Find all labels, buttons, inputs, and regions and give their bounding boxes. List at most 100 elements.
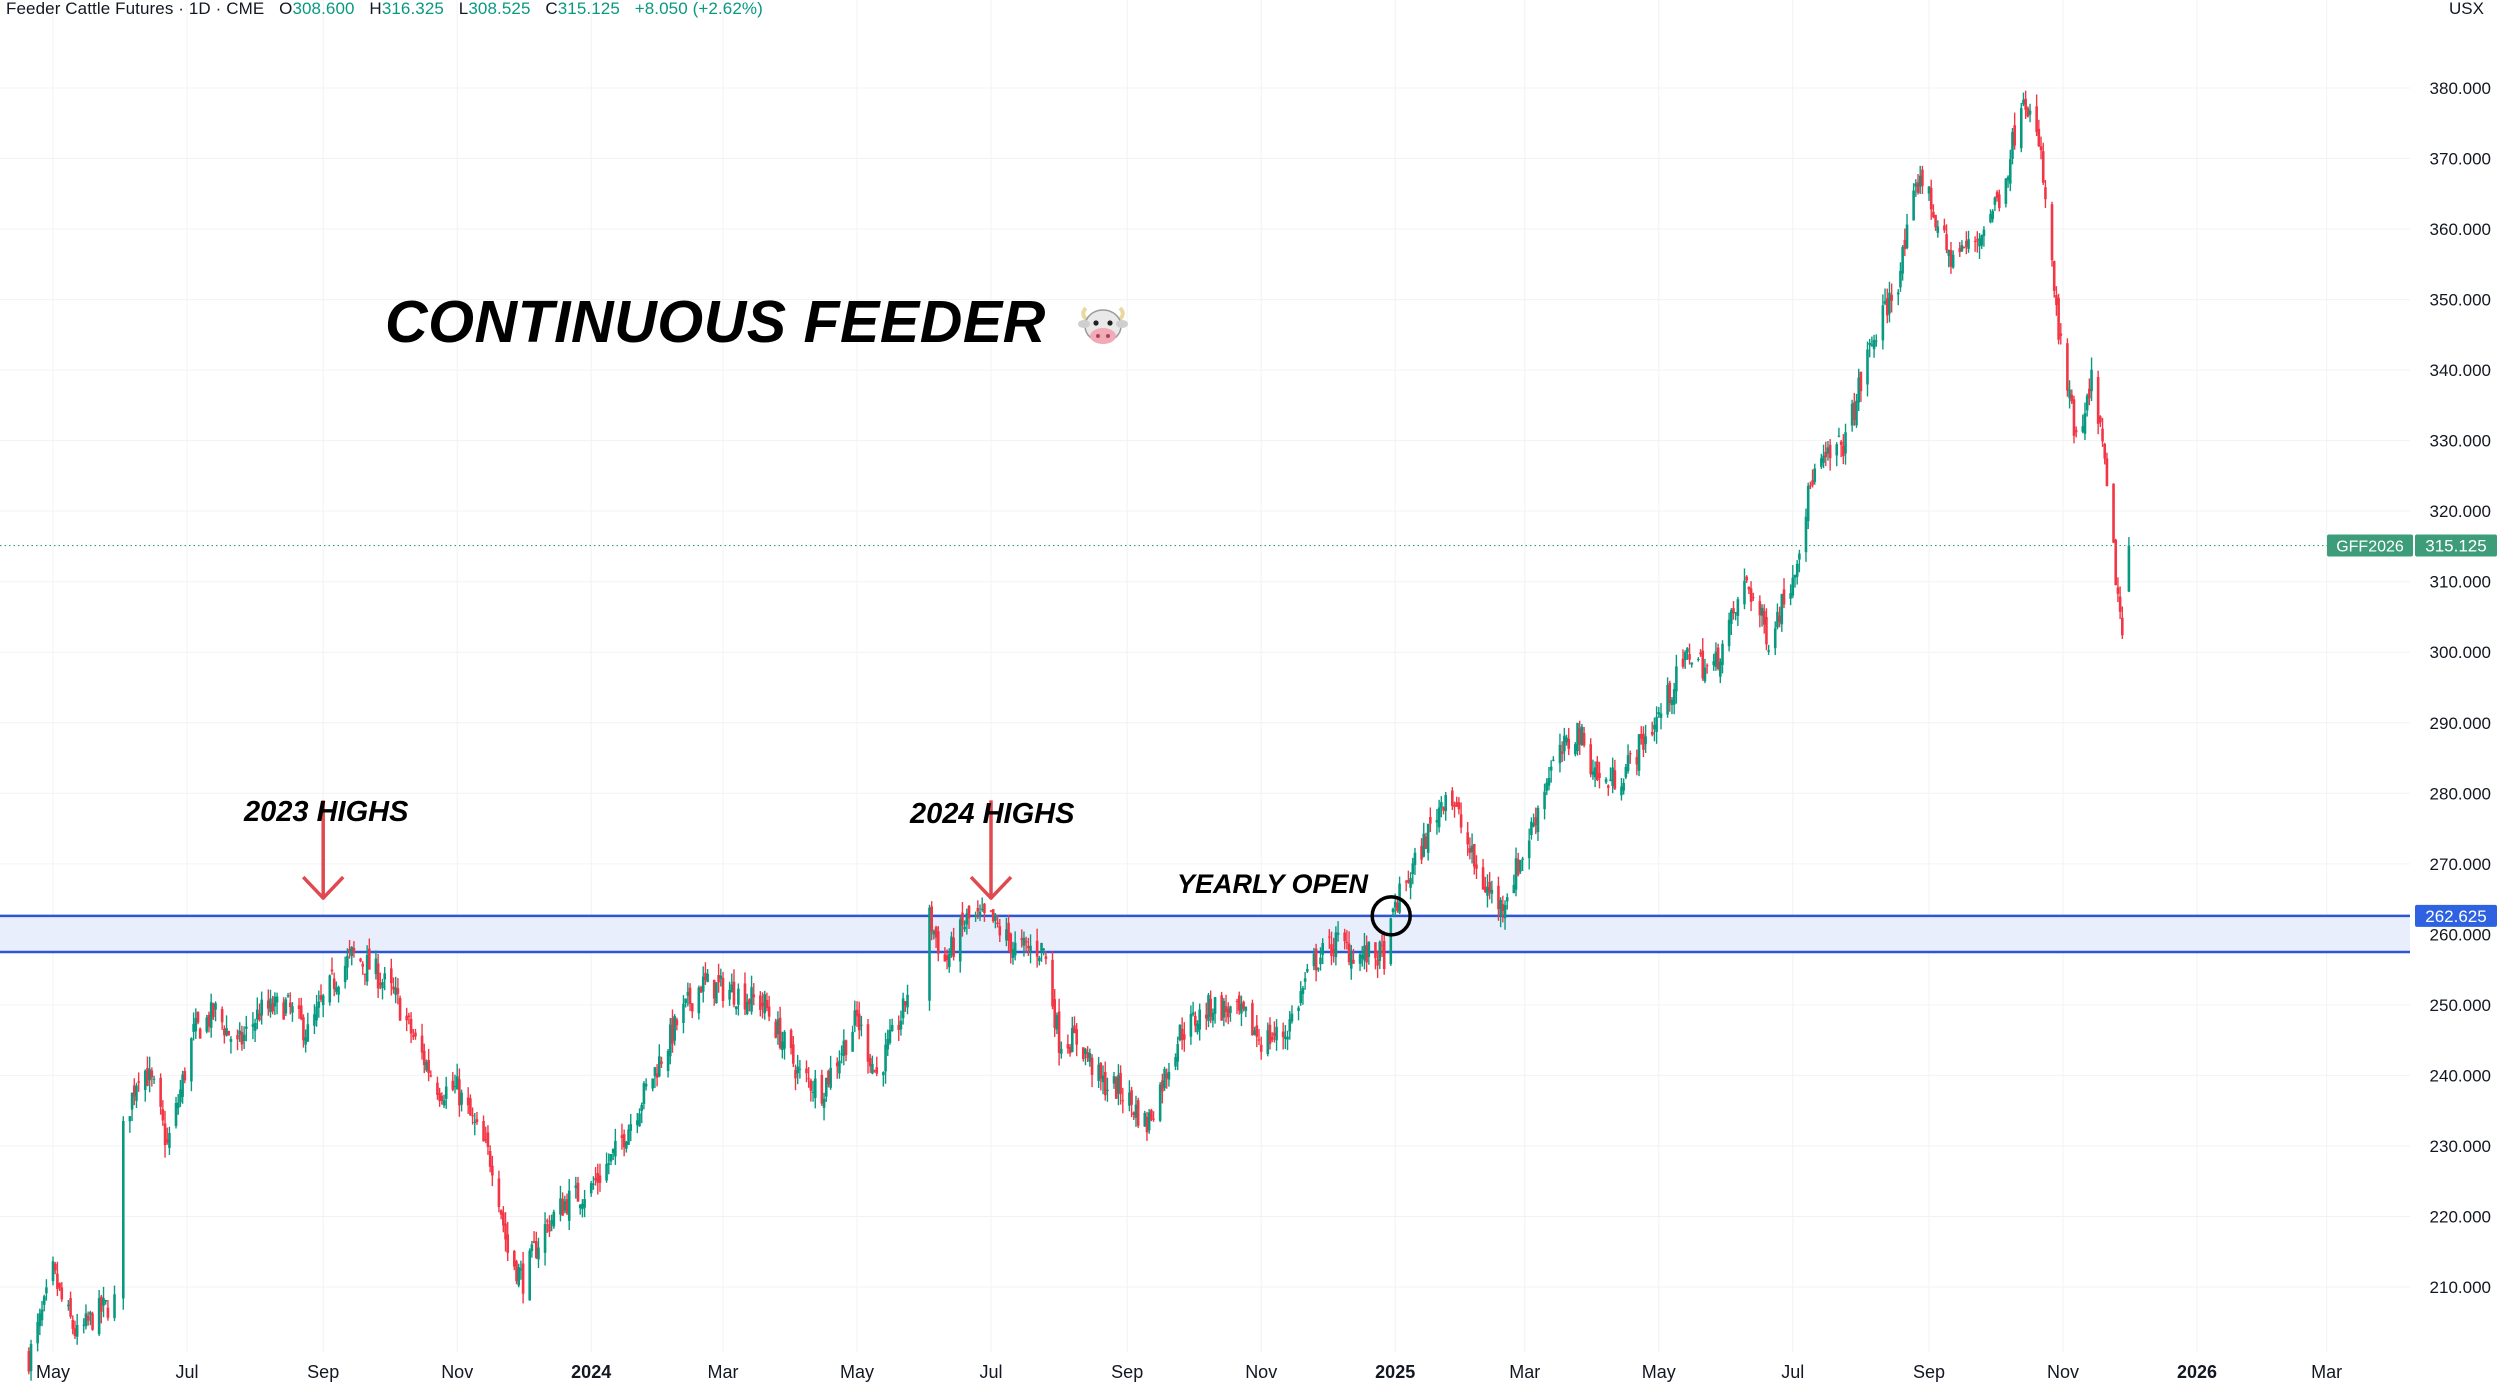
candle — [796, 1054, 799, 1085]
y-tick-label: 370.000 — [2430, 150, 2491, 169]
x-tick-label: Jul — [175, 1362, 198, 1382]
candle — [1174, 1053, 1177, 1071]
candle — [343, 956, 347, 989]
x-tick-label: Nov — [1245, 1362, 1277, 1382]
candle — [1885, 288, 1889, 324]
candle — [809, 1078, 813, 1102]
candle — [732, 969, 736, 1008]
candle — [1809, 481, 1812, 490]
candle — [368, 938, 371, 970]
candle — [352, 941, 356, 958]
candle — [1332, 937, 1335, 963]
candle — [1760, 604, 1764, 627]
candle — [1859, 371, 1863, 402]
candle — [967, 905, 971, 929]
candle — [2116, 577, 2120, 603]
candle — [605, 1152, 608, 1183]
candle — [728, 981, 731, 1006]
candle — [1209, 990, 1212, 1024]
currency-label[interactable]: USX — [2449, 0, 2484, 18]
candle — [1580, 723, 1584, 746]
y-tick-label: 300.000 — [2430, 643, 2491, 662]
candle — [684, 998, 687, 1008]
candle — [930, 901, 933, 941]
candle — [774, 1018, 778, 1039]
candle — [543, 1212, 547, 1266]
x-tick-label: Jul — [1781, 1362, 1804, 1382]
candle — [943, 947, 947, 962]
candle — [1512, 874, 1516, 894]
candle — [1749, 581, 1753, 612]
candle — [240, 1025, 244, 1051]
candle — [181, 1070, 184, 1104]
candle — [1167, 1062, 1171, 1087]
candle — [1363, 932, 1366, 970]
candle — [1165, 1068, 1169, 1089]
candle — [284, 997, 288, 1017]
candle — [576, 1176, 580, 1202]
candle — [528, 1248, 531, 1301]
candle — [1099, 1062, 1103, 1091]
zone-fill — [0, 915, 2410, 952]
candle — [1007, 914, 1010, 952]
candle — [1040, 942, 1043, 962]
candle — [928, 904, 931, 1011]
candle — [1378, 940, 1382, 970]
candle — [1382, 931, 1386, 975]
candle — [1147, 1109, 1151, 1134]
candle — [392, 977, 395, 994]
candle — [530, 1240, 534, 1258]
price-axis[interactable]: 210.000 220.000 230.000 240.000 250.000 260.0… — [2327, 79, 2497, 1297]
candle — [1758, 595, 1762, 628]
candle — [1128, 1080, 1131, 1112]
candle — [152, 1075, 156, 1085]
candle — [1024, 936, 1028, 953]
candle — [888, 1018, 892, 1045]
candle — [1881, 294, 1885, 350]
candle — [1161, 1073, 1164, 1104]
candle — [1466, 822, 1469, 856]
candle — [1440, 796, 1443, 818]
candle — [1086, 1046, 1089, 1063]
candle — [346, 948, 349, 980]
candle — [2050, 201, 2054, 267]
time-axis[interactable]: May Jul Sep Nov 2024 Mar May Jul Sep Nov 2025 Mar Ma… — [36, 1362, 2342, 1382]
candle — [904, 1000, 907, 1012]
candle — [589, 1180, 593, 1197]
candle — [1422, 822, 1426, 858]
candle — [374, 950, 378, 980]
candle — [844, 1039, 848, 1062]
candle — [282, 997, 285, 1020]
candle — [829, 1055, 832, 1090]
candle — [398, 995, 402, 1021]
candle — [389, 958, 393, 996]
candle — [36, 1313, 39, 1352]
candle — [897, 1015, 901, 1042]
candle — [429, 1070, 433, 1078]
candle — [212, 1002, 215, 1020]
candle — [827, 1069, 830, 1088]
candle — [1762, 604, 1766, 634]
candle — [132, 1078, 136, 1106]
candle — [113, 1285, 116, 1321]
candle — [750, 975, 753, 1015]
candle — [1444, 792, 1448, 821]
candle — [1613, 759, 1617, 790]
chart-title: CONTINUOUS FEEDER — [385, 288, 1129, 356]
candle — [1042, 948, 1046, 956]
candle — [1701, 638, 1705, 681]
candle — [717, 963, 720, 993]
candle — [565, 1193, 569, 1216]
symbol-name: Feeder Cattle Futures · 1D · CME — [6, 0, 265, 18]
candle — [581, 1199, 584, 1218]
candle — [519, 1260, 523, 1280]
candle — [1314, 943, 1318, 982]
candle — [1912, 183, 1915, 221]
candle — [1213, 996, 1217, 1024]
candle — [1734, 612, 1737, 621]
candle — [67, 1300, 70, 1311]
candle — [1193, 1011, 1197, 1033]
candle — [1997, 189, 2001, 212]
x-tick-label: Sep — [1111, 1362, 1143, 1382]
